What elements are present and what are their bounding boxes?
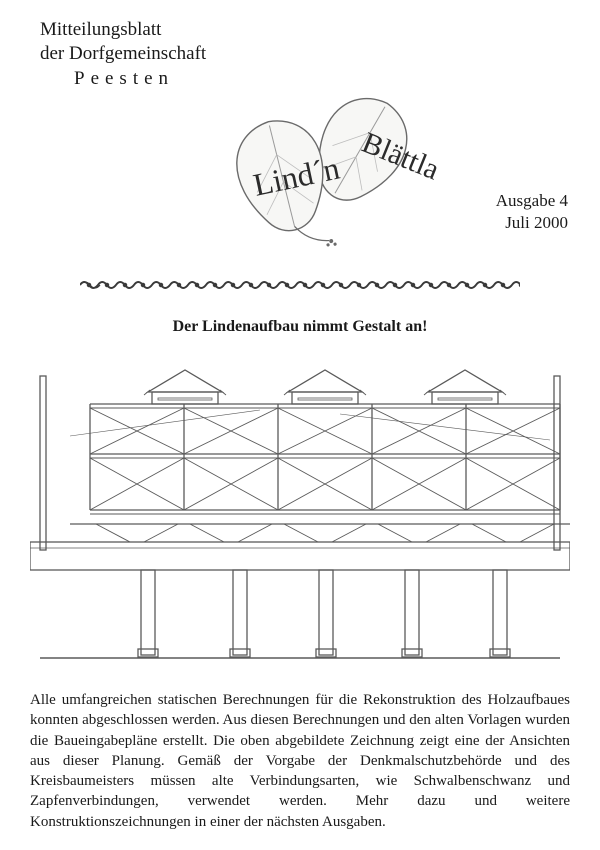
masthead-line1: Mitteilungsblatt	[40, 18, 600, 42]
issue-date: Juli 2000	[496, 212, 568, 234]
construction-drawing	[30, 350, 570, 670]
masthead-line2: der Dorfgemeinschaft	[40, 42, 600, 66]
article-body: Alle umfangreichen statischen Berechnung…	[30, 690, 570, 832]
ornament-divider	[80, 278, 520, 292]
issue-info: Ausgabe 4 Juli 2000	[496, 190, 568, 234]
masthead-village: Peesten	[40, 68, 600, 90]
masthead: Mitteilungsblatt der Dorfgemeinschaft Pe…	[0, 0, 600, 90]
issue-number: Ausgabe 4	[496, 190, 568, 212]
leaf-logo-svg: Lind´n Blättla	[200, 90, 480, 260]
article-title: Der Lindenaufbau nimmt Gestalt an!	[0, 318, 600, 336]
newsletter-logo: Lind´n Blättla	[200, 90, 480, 260]
